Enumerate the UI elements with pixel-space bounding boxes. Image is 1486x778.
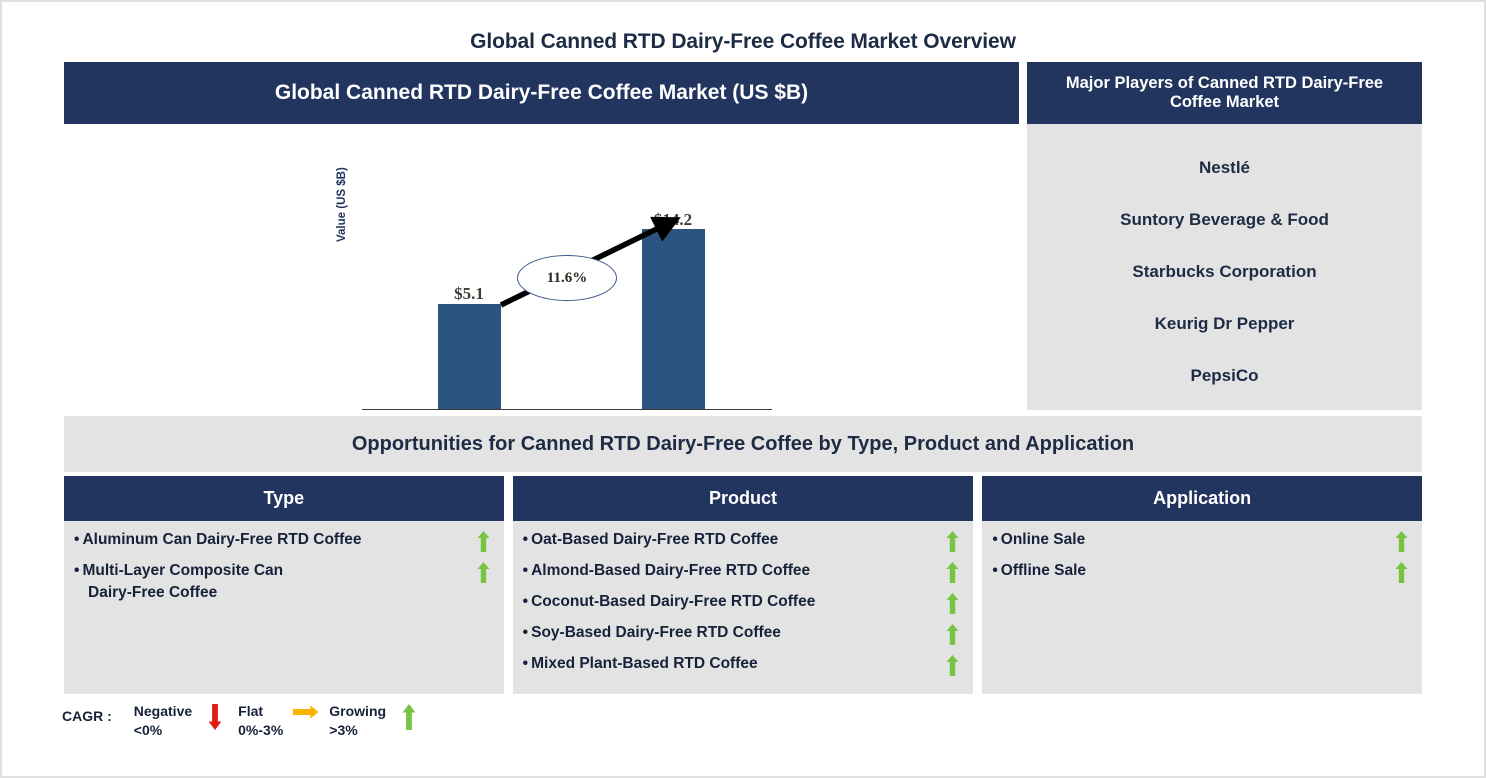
list-item: • Aluminum Can Dairy-Free RTD Coffee <box>64 530 504 561</box>
legend-range-growing: >3% <box>329 721 358 738</box>
players-list: Nestlé Suntory Beverage & Food Starbucks… <box>1027 124 1422 410</box>
list-item: Nestlé <box>1198 158 1251 177</box>
list-item: • Multi-Layer Composite Can Dairy-Free Cof… <box>64 561 504 603</box>
page-title: Global Canned RTD Dairy-Free Coffee Mark… <box>470 30 1016 53</box>
legend-entry-negative: Negative <0% <box>134 702 238 740</box>
column-header-product: Product <box>512 476 974 521</box>
list-item: • Mixed Plant-Based RTD Coffee <box>513 654 974 685</box>
opportunity-label: • Almond-Based Dairy-Free RTD Coffee <box>522 562 811 579</box>
legend-range-negative: <0% <box>133 721 163 738</box>
opportunity-label: • Multi-Layer Composite Can Dairy-Free Cof… <box>74 561 471 603</box>
legend-name-growing: Growing <box>329 703 387 719</box>
list-item: Keurig Dr Pepper <box>1154 314 1295 333</box>
arrow-up-icon <box>946 562 959 583</box>
arrow-up-icon <box>1395 531 1408 552</box>
column-type: Type • Aluminum Can Dairy-Free RTD Coffee… <box>64 476 504 694</box>
bar-value-2026: $5.1 <box>454 284 484 303</box>
arrow-down-icon-wrap <box>202 702 228 730</box>
opportunity-label: • Oat-Based Dairy-Free RTD Coffee <box>522 531 779 548</box>
opportunity-label: • Aluminum Can Dairy-Free RTD Coffee <box>74 531 362 548</box>
legend-text-flat: Flat 0%-3% <box>238 702 283 740</box>
legend-name-flat: Flat <box>238 703 264 719</box>
arrow-up-icon <box>402 704 416 730</box>
opportunity-label: • Offline Sale <box>992 562 1087 579</box>
arrow-up-icon-wrap <box>396 702 422 730</box>
bullet-icon: • <box>992 562 998 579</box>
arrow-down-icon <box>208 704 222 730</box>
market-bar-chart: Value (US $B) $5.1 $14.2 2026 2035 11.6%… <box>64 124 1019 469</box>
arrow-up-icon <box>477 562 490 583</box>
major-players-panel: Major Players of Canned RTD Dairy-Free C… <box>1027 62 1422 410</box>
legend-range-flat: 0%-3% <box>238 721 284 738</box>
bullet-icon: • <box>522 562 529 579</box>
column-product: Product • Oat-Based Dairy-Free RTD Coffee… <box>512 476 974 694</box>
arrow-right-icon <box>293 705 319 719</box>
list-item: Starbucks Corporation <box>1132 262 1317 281</box>
arrow-right-icon-wrap <box>293 702 319 720</box>
list-item: • Oat-Based Dairy-Free RTD Coffee <box>513 530 974 561</box>
top-row: Global Canned RTD Dairy-Free Coffee Mark… <box>64 62 1422 469</box>
bullet-icon: • <box>522 655 529 672</box>
opportunity-label: • Coconut-Based Dairy-Free RTD Coffee <box>522 593 816 610</box>
bar-2035 <box>642 229 705 409</box>
bullet-icon: • <box>74 531 80 548</box>
list-item: • Online Sale <box>982 530 1422 561</box>
legend-entry-flat: Flat 0%-3% <box>238 702 329 740</box>
list-item: PepsiCo <box>1190 366 1259 385</box>
bar-2026 <box>438 304 501 409</box>
market-panel-header: Global Canned RTD Dairy-Free Coffee Mark… <box>64 62 1019 124</box>
legend-entry-growing: Growing >3% <box>329 702 432 740</box>
arrow-up-icon <box>946 655 959 676</box>
cagr-annotation-bubble: 11.6% <box>517 255 617 301</box>
bullet-icon: • <box>74 562 80 579</box>
list-item: • Coconut-Based Dairy-Free RTD Coffee <box>513 592 974 623</box>
list-item: • Soy-Based Dairy-Free RTD Coffee <box>513 623 974 654</box>
list-item: • Offline Sale <box>982 561 1422 592</box>
list-item: Suntory Beverage & Food <box>1120 210 1329 229</box>
market-chart-panel: Global Canned RTD Dairy-Free Coffee Mark… <box>64 62 1019 469</box>
cagr-legend-title: CAGR : <box>62 708 112 724</box>
chart-x-axis-line <box>362 409 772 410</box>
arrow-up-icon <box>946 531 959 552</box>
players-panel-header: Major Players of Canned RTD Dairy-Free C… <box>1027 62 1422 124</box>
column-body-application: • Online Sale • Offline Sale <box>982 521 1422 694</box>
opportunity-label: • Mixed Plant-Based RTD Coffee <box>522 655 758 672</box>
opportunity-label: • Online Sale <box>992 531 1086 548</box>
legend-text-negative: Negative <0% <box>134 702 192 740</box>
column-body-type: • Aluminum Can Dairy-Free RTD Coffee • Mul… <box>64 521 504 694</box>
legend-text-growing: Growing >3% <box>329 702 386 740</box>
column-application: Application • Online Sale • Offline Sale <box>982 476 1422 694</box>
bullet-icon: • <box>522 593 529 610</box>
arrow-up-icon <box>946 593 959 614</box>
arrow-up-icon <box>477 531 490 552</box>
opportunities-banner: Opportunities for Canned RTD Dairy-Free … <box>64 416 1422 472</box>
column-header-application: Application <box>982 476 1422 521</box>
opportunity-columns: Type • Aluminum Can Dairy-Free RTD Coffee… <box>64 476 1422 694</box>
opportunity-label-continuation: Dairy-Free Coffee <box>88 583 218 601</box>
arrow-up-icon <box>1395 562 1408 583</box>
opportunity-label: • Soy-Based Dairy-Free RTD Coffee <box>522 624 781 641</box>
list-item: • Almond-Based Dairy-Free RTD Coffee <box>513 561 974 592</box>
arrow-up-icon <box>946 624 959 645</box>
bullet-icon: • <box>522 624 529 641</box>
bullet-icon: • <box>992 531 998 548</box>
bullet-icon: • <box>522 531 529 548</box>
legend-name-negative: Negative <box>133 703 193 719</box>
column-body-product: • Oat-Based Dairy-Free RTD Coffee • Almond… <box>513 521 974 694</box>
column-header-type: Type <box>64 476 504 521</box>
cagr-legend: CAGR : Negative <0% Flat 0%-3% Growing >… <box>62 702 432 740</box>
